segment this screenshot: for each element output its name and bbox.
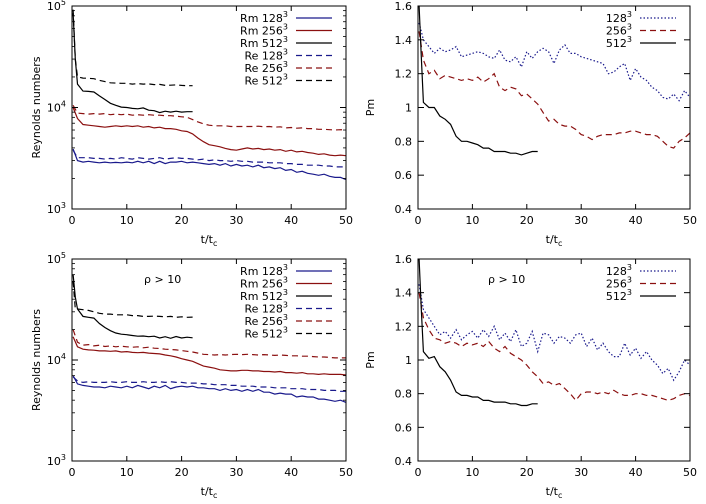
series-line-br-0 — [418, 284, 690, 382]
y-tick-label-br-1: 0.6 — [395, 421, 413, 434]
legend-label-tl-1: Rm 2563 — [240, 23, 288, 38]
x-tick-label-br-1: 10 — [465, 466, 479, 479]
x-axis-label-br: t/tc — [546, 485, 563, 500]
x-tick-label-br-5: 50 — [683, 466, 697, 479]
plot-frame-bl — [71, 258, 347, 462]
y-axis-label-bl: Reynolds numbers — [30, 309, 43, 411]
series-line-tl-2 — [72, 13, 193, 114]
x-axis-label-tr: t/tc — [546, 233, 563, 248]
series-line-tl-1 — [72, 107, 346, 157]
legend-label-bl-1: Rm 2563 — [240, 276, 288, 291]
legend-label-tr-0: 1283 — [606, 10, 632, 25]
legend-label-bl-4: Re 2563 — [244, 313, 288, 328]
y-tick-label-tr-2: 0.8 — [395, 135, 413, 148]
legend-label-tl-0: Rm 1283 — [240, 10, 288, 25]
y-tick-label-br-6: 1.6 — [395, 253, 413, 266]
x-tick-label-tl-1: 10 — [120, 214, 134, 227]
y-tick-label-br-4: 1.2 — [395, 320, 413, 333]
series-line-tl-5 — [72, 9, 193, 87]
series-line-bl-5 — [72, 281, 193, 318]
series-line-tr-1 — [418, 31, 690, 149]
y-axis-label-tl: Reynolds numbers — [30, 56, 43, 158]
x-tick-label-tl-5: 50 — [339, 214, 353, 227]
x-tick-label-bl-4: 40 — [284, 466, 298, 479]
x-tick-label-tr-5: 50 — [683, 214, 697, 227]
series-line-bl-3 — [72, 376, 346, 392]
series-line-bl-0 — [72, 375, 346, 403]
y-tick-label-br-3: 1 — [405, 354, 412, 367]
x-tick-label-tr-3: 30 — [574, 214, 588, 227]
x-tick-label-bl-0: 0 — [69, 466, 76, 479]
y-tick-label-tr-6: 1.6 — [395, 0, 413, 13]
y-tick-label-bl-0: 103 — [47, 453, 66, 468]
series-line-tl-0 — [72, 148, 346, 181]
legend-label-bl-0: Rm 1283 — [240, 263, 288, 278]
legend-label-tr-2: 5123 — [606, 35, 632, 50]
x-tick-label-tr-2: 20 — [520, 214, 534, 227]
x-tick-label-br-4: 40 — [629, 466, 643, 479]
plot-frame-tr — [417, 5, 691, 210]
series-line-br-1 — [418, 292, 690, 402]
x-tick-label-br-2: 20 — [520, 466, 534, 479]
legend-label-tl-3: Re 1283 — [244, 48, 288, 63]
panel-tr: 0 10 20 30 40 50 0.4 0.6 0.8 1 1.2 1.4 1.6 t/tc Pm 1283… — [364, 0, 697, 248]
x-tick-label-bl-3: 30 — [229, 466, 243, 479]
y-tick-label-br-5: 1.4 — [395, 287, 413, 300]
x-tick-label-br-0: 0 — [415, 466, 422, 479]
series-line-bl-4 — [72, 329, 346, 359]
annotation-br: ρ > 10 — [488, 273, 525, 286]
legend-label-br-1: 2563 — [606, 276, 632, 291]
x-tick-label-tr-4: 40 — [629, 214, 643, 227]
legend-label-tr-1: 2563 — [606, 23, 632, 38]
x-tick-label-br-3: 30 — [574, 466, 588, 479]
x-tick-label-bl-2: 20 — [175, 466, 189, 479]
x-tick-label-bl-5: 50 — [339, 466, 353, 479]
y-tick-label-bl-2: 105 — [47, 251, 66, 266]
panel-tl: 0 10 20 30 40 50 103 104 105 t/tc Reynolds numbers… — [30, 0, 353, 248]
x-tick-label-tl-2: 20 — [175, 214, 189, 227]
x-tick-label-tl-0: 0 — [69, 214, 76, 227]
y-tick-label-tl-1: 104 — [47, 100, 66, 115]
y-tick-label-tl-2: 105 — [47, 0, 66, 13]
series-line-bl-2 — [72, 274, 193, 339]
legend-label-bl-5: Re 5123 — [244, 326, 288, 341]
series-line-tl-3 — [72, 149, 346, 168]
x-axis-label-tl: t/tc — [201, 233, 218, 248]
y-tick-label-bl-1: 104 — [47, 352, 66, 367]
legend-label-bl-2: Rm 5123 — [240, 288, 288, 303]
series-line-br-2 — [418, 259, 538, 407]
x-tick-label-tr-1: 10 — [465, 214, 479, 227]
y-tick-label-tr-1: 0.6 — [395, 169, 413, 182]
legend-label-tl-4: Re 2563 — [244, 60, 288, 75]
legend-label-bl-3: Re 1283 — [244, 301, 288, 316]
panel-bl: 0 10 20 30 40 50 103 104 105 t/tc Reynolds numbers… — [30, 251, 353, 500]
y-axis-label-tr: Pm — [364, 99, 377, 116]
y-tick-label-br-2: 0.8 — [395, 388, 413, 401]
y-tick-label-br-0: 0.4 — [395, 455, 413, 468]
y-tick-label-tr-0: 0.4 — [395, 203, 413, 216]
x-tick-label-tl-4: 40 — [284, 214, 298, 227]
x-tick-label-tr-0: 0 — [415, 214, 422, 227]
y-tick-label-tr-4: 1.2 — [395, 68, 413, 81]
y-axis-label-br: Pm — [364, 351, 377, 368]
panel-br: 0 10 20 30 40 50 0.4 0.6 0.8 1 1.2 1.4 1.6 t/tc Pm ρ > … — [364, 253, 697, 500]
annotation-bl: ρ > 10 — [144, 273, 181, 286]
legend-label-tl-5: Re 5123 — [244, 73, 288, 88]
y-tick-label-tl-0: 103 — [47, 201, 66, 216]
series-line-tr-2 — [418, 6, 538, 156]
series-line-bl-1 — [72, 336, 346, 376]
y-tick-label-tr-5: 1.4 — [395, 34, 413, 47]
legend-label-br-2: 5123 — [606, 288, 632, 303]
y-tick-label-tr-3: 1 — [405, 102, 412, 115]
plot-frame-br — [417, 258, 691, 462]
series-line-tr-0 — [418, 22, 690, 102]
x-axis-label-bl: t/tc — [201, 485, 218, 500]
legend-label-tl-2: Rm 5123 — [240, 35, 288, 50]
series-line-tl-4 — [72, 105, 346, 131]
x-tick-label-tl-3: 30 — [229, 214, 243, 227]
legend-label-br-0: 1283 — [606, 263, 632, 278]
plot-frame-tl — [71, 5, 347, 210]
x-tick-label-bl-1: 10 — [120, 466, 134, 479]
